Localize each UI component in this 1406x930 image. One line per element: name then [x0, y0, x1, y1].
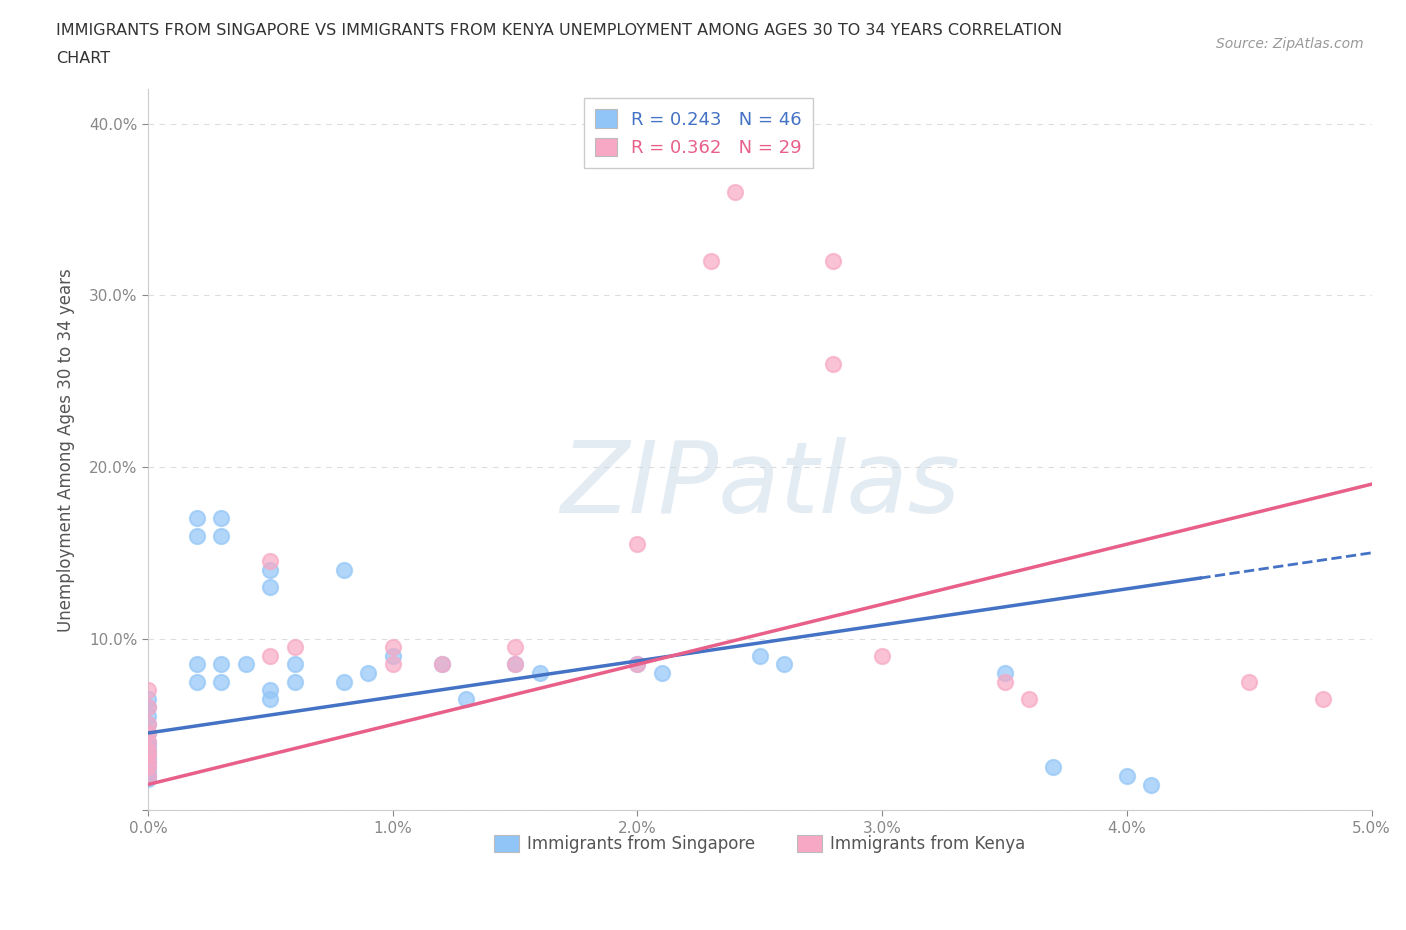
Y-axis label: Unemployment Among Ages 30 to 34 years: Unemployment Among Ages 30 to 34 years — [58, 268, 75, 631]
Text: Source: ZipAtlas.com: Source: ZipAtlas.com — [1216, 37, 1364, 51]
Point — [136, 717, 159, 732]
Point — [993, 666, 1015, 681]
Point — [651, 666, 673, 681]
Point — [724, 185, 747, 200]
Point — [333, 563, 356, 578]
Point — [136, 734, 159, 749]
Point — [430, 657, 453, 671]
Point — [259, 648, 281, 663]
Point — [381, 648, 404, 663]
Point — [136, 765, 159, 780]
Point — [430, 657, 453, 671]
Point — [209, 528, 232, 543]
Point — [284, 657, 307, 671]
Point — [136, 772, 159, 787]
Point — [186, 511, 208, 525]
Point — [700, 254, 723, 269]
Point — [235, 657, 257, 671]
Point — [186, 674, 208, 689]
Point — [209, 511, 232, 525]
Point — [136, 717, 159, 732]
Point — [136, 725, 159, 740]
Point — [626, 657, 648, 671]
Text: IMMIGRANTS FROM SINGAPORE VS IMMIGRANTS FROM KENYA UNEMPLOYMENT AMONG AGES 30 TO: IMMIGRANTS FROM SINGAPORE VS IMMIGRANTS … — [56, 23, 1063, 38]
Point — [136, 748, 159, 763]
Point — [136, 760, 159, 775]
Point — [1140, 777, 1163, 792]
Point — [136, 751, 159, 766]
Point — [381, 657, 404, 671]
Point — [748, 648, 770, 663]
Point — [136, 709, 159, 724]
Point — [626, 537, 648, 551]
Point — [259, 563, 281, 578]
Point — [136, 700, 159, 715]
Point — [186, 528, 208, 543]
Point — [823, 254, 845, 269]
Point — [503, 640, 526, 655]
Point — [1018, 691, 1040, 706]
Point — [1115, 768, 1137, 783]
Point — [357, 666, 380, 681]
Point — [136, 691, 159, 706]
Point — [136, 768, 159, 783]
Point — [333, 674, 356, 689]
Point — [823, 356, 845, 371]
Text: CHART: CHART — [56, 51, 110, 66]
Point — [529, 666, 551, 681]
Point — [259, 691, 281, 706]
Point — [136, 683, 159, 698]
Point — [136, 760, 159, 775]
Point — [136, 725, 159, 740]
Point — [136, 737, 159, 752]
Legend: Immigrants from Singapore, Immigrants from Kenya: Immigrants from Singapore, Immigrants fr… — [488, 828, 1032, 859]
Point — [136, 755, 159, 770]
Point — [136, 734, 159, 749]
Point — [209, 674, 232, 689]
Point — [503, 657, 526, 671]
Point — [626, 657, 648, 671]
Point — [456, 691, 478, 706]
Point — [136, 743, 159, 758]
Point — [993, 674, 1015, 689]
Point — [1239, 674, 1261, 689]
Point — [259, 683, 281, 698]
Point — [186, 657, 208, 671]
Point — [284, 640, 307, 655]
Point — [284, 674, 307, 689]
Point — [136, 755, 159, 770]
Point — [870, 648, 893, 663]
Point — [136, 743, 159, 758]
Point — [1312, 691, 1334, 706]
Point — [259, 579, 281, 594]
Point — [773, 657, 796, 671]
Point — [259, 554, 281, 569]
Point — [209, 657, 232, 671]
Point — [503, 657, 526, 671]
Text: ZIPatlas: ZIPatlas — [560, 437, 960, 535]
Point — [1042, 760, 1064, 775]
Point — [136, 700, 159, 715]
Point — [381, 640, 404, 655]
Point — [136, 748, 159, 763]
Point — [136, 768, 159, 783]
